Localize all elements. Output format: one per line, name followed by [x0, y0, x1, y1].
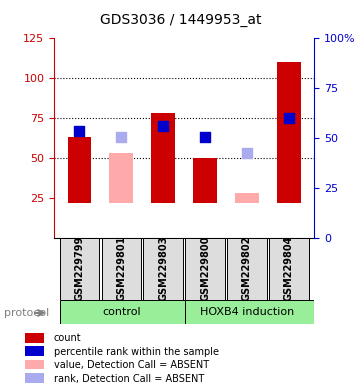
Text: rank, Detection Call = ABSENT: rank, Detection Call = ABSENT — [54, 374, 204, 384]
Text: GSM229800: GSM229800 — [200, 236, 210, 301]
Text: percentile rank within the sample: percentile rank within the sample — [54, 347, 219, 357]
FancyBboxPatch shape — [60, 238, 99, 300]
Text: GSM229802: GSM229802 — [242, 236, 252, 301]
Text: GSM229801: GSM229801 — [116, 236, 126, 301]
Text: GDS3036 / 1449953_at: GDS3036 / 1449953_at — [100, 13, 261, 27]
Text: HOXB4 induction: HOXB4 induction — [200, 307, 294, 317]
Text: count: count — [54, 333, 82, 343]
Text: GSM229804: GSM229804 — [284, 236, 294, 301]
FancyBboxPatch shape — [185, 300, 314, 324]
Point — [118, 134, 124, 141]
Text: protocol: protocol — [4, 308, 49, 318]
Text: GSM229799: GSM229799 — [74, 236, 84, 301]
Bar — [25, 373, 44, 383]
FancyBboxPatch shape — [227, 238, 267, 300]
Bar — [109, 154, 133, 203]
Bar — [25, 346, 44, 356]
Text: value, Detection Call = ABSENT: value, Detection Call = ABSENT — [54, 360, 209, 370]
FancyBboxPatch shape — [185, 238, 225, 300]
Bar — [68, 137, 91, 203]
Bar — [193, 158, 217, 203]
Point — [160, 123, 166, 129]
FancyBboxPatch shape — [60, 300, 203, 324]
Bar — [151, 114, 175, 203]
Bar — [25, 360, 44, 369]
Text: control: control — [102, 307, 140, 317]
Bar — [25, 333, 44, 343]
Point — [286, 115, 292, 121]
Text: GSM229803: GSM229803 — [158, 236, 168, 301]
Bar — [235, 194, 259, 203]
Bar — [277, 62, 301, 203]
Point — [77, 128, 82, 134]
Point — [244, 151, 250, 157]
FancyBboxPatch shape — [269, 238, 309, 300]
Point — [202, 134, 208, 141]
FancyBboxPatch shape — [101, 238, 141, 300]
FancyBboxPatch shape — [143, 238, 183, 300]
